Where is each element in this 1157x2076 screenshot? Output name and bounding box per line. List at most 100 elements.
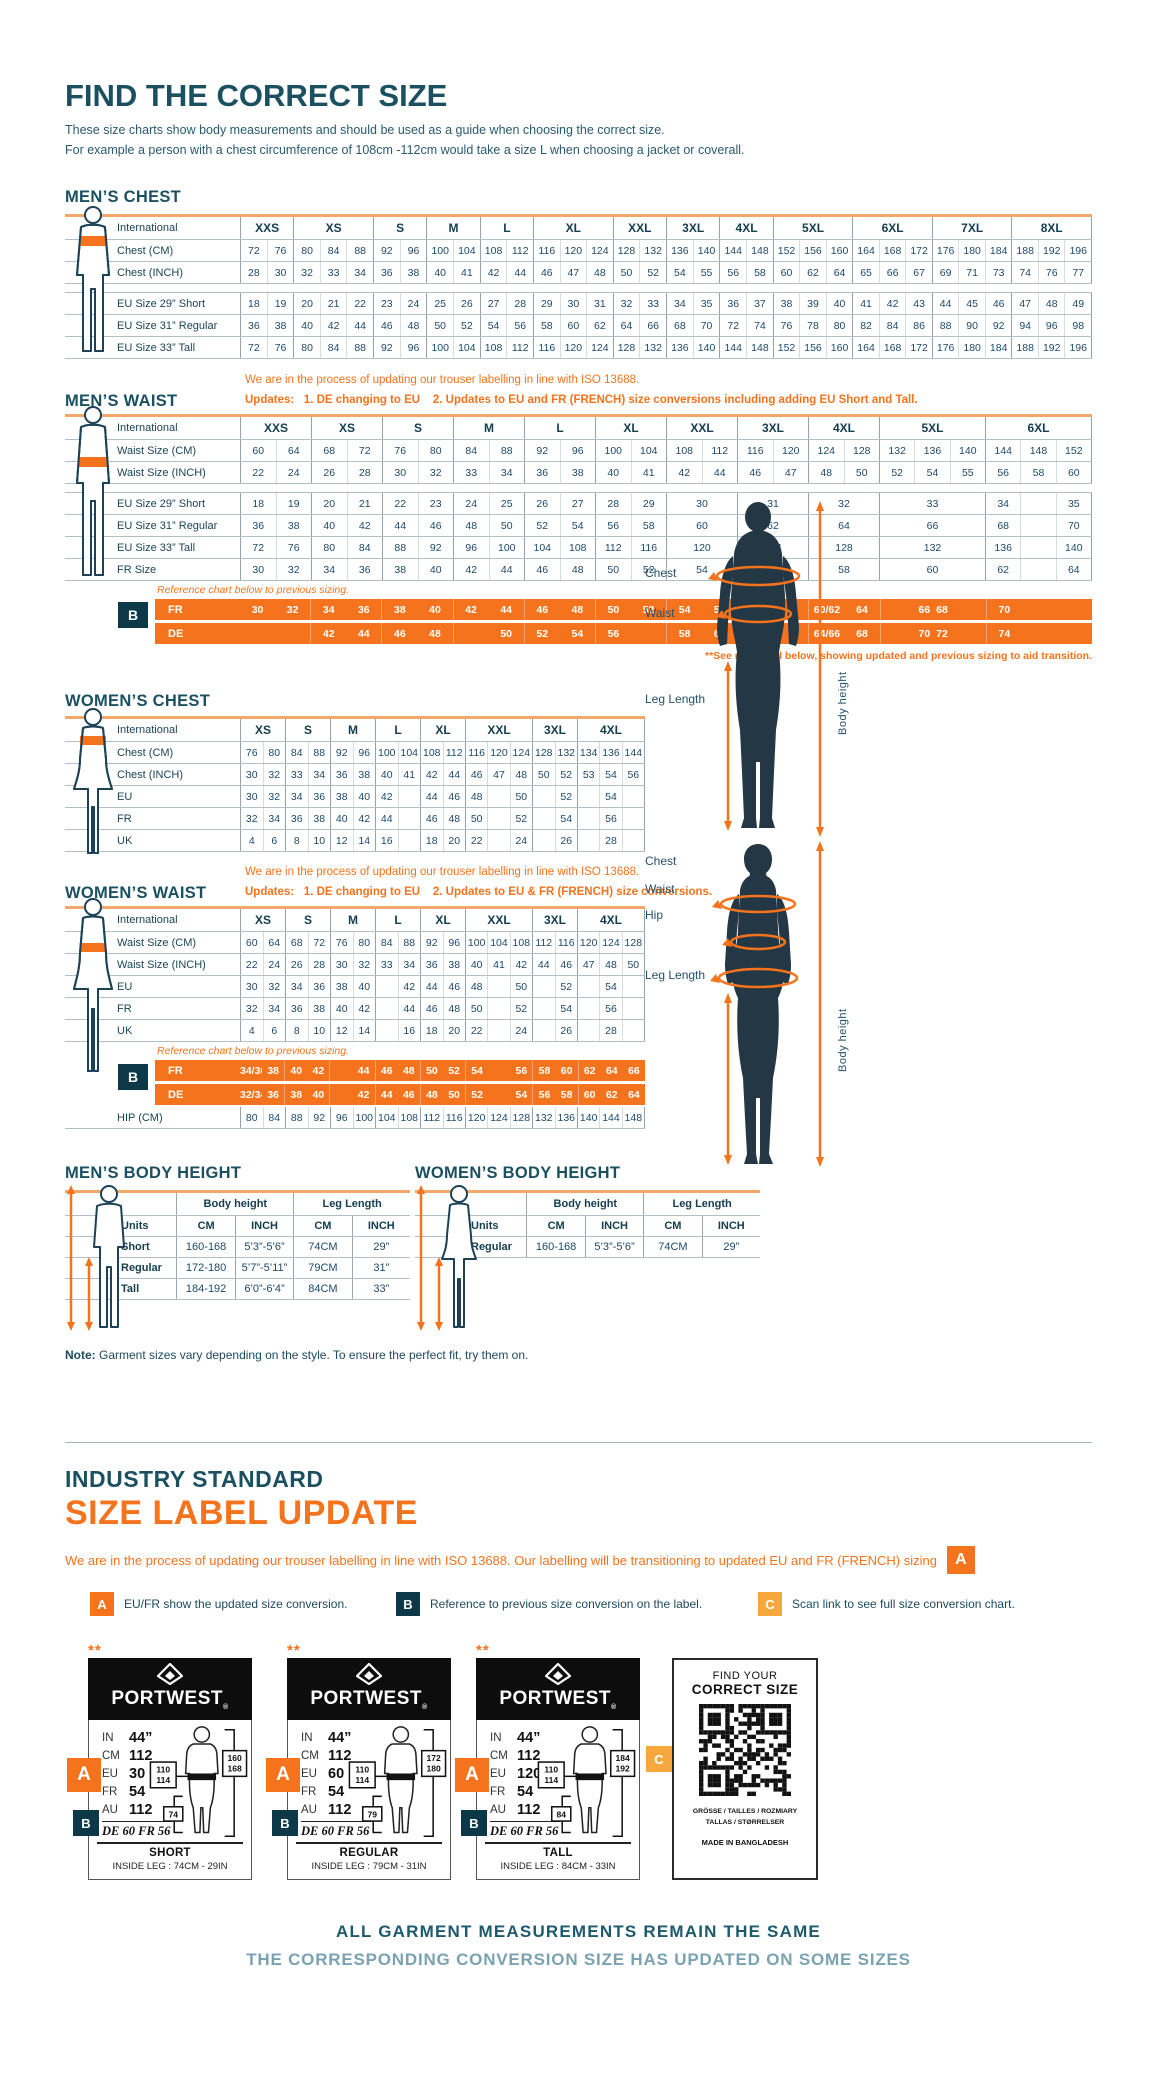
transition-stars: **: [88, 1642, 102, 1659]
size-value: 12: [335, 1024, 348, 1037]
update-item-2: 2. Updates to EU and FR (FRENCH) size co…: [432, 394, 918, 406]
qr-code: [699, 1704, 791, 1796]
size-value: 12: [335, 834, 348, 847]
size-value: 62: [586, 315, 613, 336]
size-value: 56: [599, 998, 621, 1019]
size-value: 24: [275, 462, 312, 483]
spec-key: IN: [301, 1732, 313, 1744]
size-value: 100: [488, 537, 525, 558]
size-cell: 46 48: [524, 559, 595, 580]
size-value: 36: [380, 266, 393, 279]
size-value: 92: [335, 746, 348, 759]
size-value: 50: [500, 627, 512, 640]
size-value: 96: [1037, 315, 1065, 336]
size-value: 66: [628, 1064, 640, 1077]
spec-key: IN: [102, 1732, 114, 1744]
size-value: 144: [724, 341, 742, 354]
size-value: 42: [678, 466, 691, 479]
spec-value: 44”: [328, 1730, 352, 1746]
size-value: 60: [252, 444, 265, 457]
measurement-value: 5’3”-5’6”: [584, 1237, 643, 1257]
size-cell: 84 88: [375, 932, 420, 953]
unit-header: CM: [526, 1216, 584, 1236]
size-value: 28: [599, 830, 621, 851]
size-cell: 108 112: [666, 440, 737, 461]
size-cell: 28 29: [595, 493, 666, 514]
size-cell: 31: [737, 493, 808, 514]
svg-text:114: 114: [544, 1775, 558, 1785]
size-value: 38: [394, 563, 407, 576]
size-cell: 26: [532, 830, 577, 851]
size-value: [397, 830, 421, 851]
size-value: 34: [674, 297, 686, 310]
male-leg-length-label: Leg Length: [645, 692, 706, 706]
size-cell: 54: [666, 559, 737, 580]
badge-b-icon: B: [396, 1592, 420, 1616]
size-value: 98: [1064, 315, 1091, 336]
size-value: 47: [772, 462, 809, 483]
mens-body-height-heading: MEN’S BODY HEIGHT: [65, 1164, 242, 1182]
size-cell: 116 120 124: [533, 240, 613, 261]
size-value: 22: [470, 834, 483, 847]
size-value: 116: [538, 341, 556, 354]
update-item-1: 1. DE changing to EU: [303, 886, 421, 898]
size-value: 112: [442, 742, 466, 763]
separator-line: [97, 1842, 243, 1844]
size-cell: 100 104: [375, 742, 420, 763]
size-value: 128: [617, 341, 636, 354]
row-values: 32 34 36 38 40 42 44 46 48 50 52 54 56: [240, 808, 645, 829]
size-value: 34: [488, 462, 525, 483]
size-column-header: 3XL: [532, 719, 577, 741]
size-value: 58: [540, 319, 553, 332]
transition-stars: **: [287, 1642, 301, 1659]
qr-card-languages: GRÖSSE / TAILLES / ROZMIARY TALLAS / STØ…: [674, 1807, 816, 1829]
row-values: 30 32 34 36 38 40 42 44 46 48 50 52 54: [240, 786, 645, 807]
size-column-label: M: [348, 913, 358, 927]
spec-value: 112: [517, 1802, 541, 1818]
size-value: 47: [559, 262, 587, 283]
size-column-header: XL: [420, 719, 465, 741]
size-label-update-heading: SIZE LABEL UPDATE: [65, 1494, 418, 1532]
size-cell: 144 148: [719, 240, 772, 261]
label-body: IN 44” CM 112 EU 30 FR 54 AU 112 DE 60 FR 56 110 114…: [88, 1720, 252, 1880]
size-value: 108: [509, 932, 532, 953]
female-chest-figure-icon: [73, 708, 113, 854]
note-label: Note:: [65, 1348, 96, 1362]
size-column-label: M: [348, 723, 358, 737]
size-value: 36: [252, 519, 265, 532]
size-cell: 30 32: [241, 559, 311, 580]
size-value: [397, 808, 421, 829]
row-label: Chest (INCH): [117, 266, 184, 279]
row-label: HIP (CM): [117, 1111, 163, 1124]
mens-body-height-table: Body height Leg Length Units CM INCH CM INCH Sh…: [65, 1185, 410, 1331]
size-cell: 52 54: [465, 1084, 532, 1105]
badge-b-icon: B: [461, 1810, 487, 1836]
unit-header: CM: [643, 1216, 701, 1236]
industry-intro-text: We are in the process of updating our tr…: [65, 1552, 937, 1568]
size-cell: 52 54 55: [879, 462, 985, 483]
size-column-label: XS: [254, 723, 271, 737]
size-cell: 94 96 98: [1011, 315, 1091, 336]
size-value: 120: [487, 742, 509, 763]
size-cell: 42: [375, 976, 420, 997]
size-cell: 76 80: [330, 932, 375, 953]
size-value: 128: [509, 1107, 532, 1128]
size-specs: IN 44” CM 112 EU 120 FR 54 AU 112 DE 60 FR 56: [490, 1729, 560, 1839]
size-column-header: 7XL: [931, 217, 1012, 239]
footer-line-2: THE CORRESPONDING CONVERSION SIZE HAS UP…: [246, 1950, 911, 1969]
size-cell: 40 41: [426, 262, 479, 283]
size-cell: 18 19: [241, 493, 311, 514]
size-cell: 84 88: [285, 742, 330, 763]
size-value: 50: [843, 462, 880, 483]
size-cell: 44 46: [382, 515, 453, 536]
size-value: 50: [620, 266, 633, 279]
size-cell: 26 27: [524, 493, 595, 514]
size-value: 30: [252, 563, 265, 576]
measurement-value: 79CM: [293, 1258, 351, 1278]
size-cell: 80 84: [311, 537, 382, 558]
measurement-value: 29”: [701, 1237, 760, 1257]
size-value: 38: [275, 515, 312, 536]
size-cell: 128 132: [532, 742, 577, 763]
size-cell: 66: [879, 515, 985, 536]
size-value: 120: [772, 440, 809, 461]
